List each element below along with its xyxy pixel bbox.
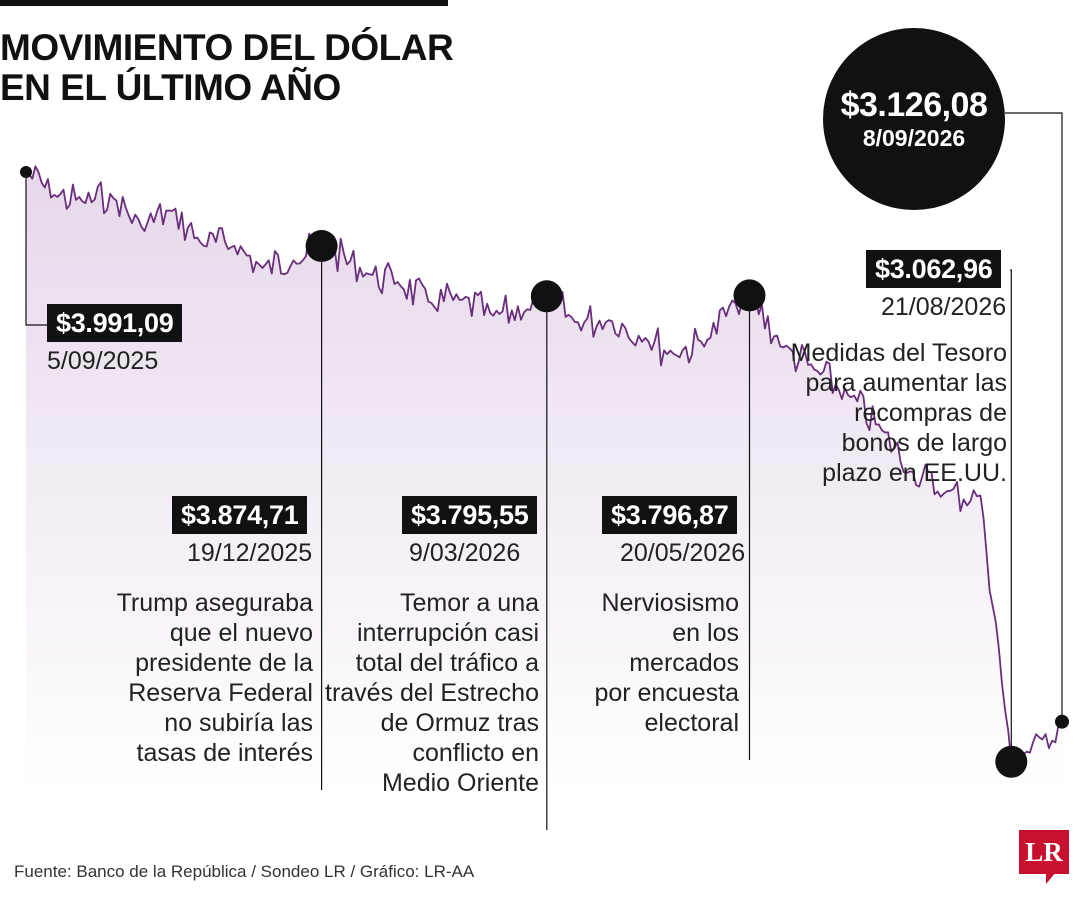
callout-dec-note: Trump aseguraba que el nuevo presidente … [117, 588, 313, 768]
note-line: conflicto en [412, 739, 539, 767]
note-line: Medidas del Tesoro [790, 339, 1007, 367]
latest-date: 8/09/2026 [862, 125, 966, 151]
lr-logo-tail [1046, 872, 1056, 884]
callout-leader-lines [25, 112, 1063, 830]
chart-title: MOVIMIENTO DEL DÓLAR EN EL ÚLTIMO AÑO [0, 27, 454, 108]
note-line: total del tráfico a [355, 649, 539, 677]
latest-value: $3.126,08 [840, 86, 988, 124]
marker-latest [1055, 714, 1069, 729]
latest-value-bubble: $3.126,08 8/09/2026 [823, 28, 1005, 210]
note-line: Nerviosismo [601, 589, 739, 617]
callout-aug-note: Medidas del Tesoro para aumentar las rec… [791, 338, 1007, 488]
note-line: tasas de interés [136, 739, 314, 767]
callout-aug-date: 21/08/2026 [881, 293, 1007, 321]
note-line: por encuesta [594, 679, 739, 707]
callout-dec-value: $3.874,71 [172, 496, 308, 534]
callout-mar-note: Temor a una interrupción casi total del … [325, 588, 539, 798]
note-line: Temor a una [400, 589, 539, 617]
note-line: Trump aseguraba [116, 589, 313, 617]
callout-start-value: $3.991,09 [47, 304, 183, 342]
chart-title-line-1: MOVIMIENTO DEL DÓLAR [0, 27, 454, 68]
callout-mar-date: 9/03/2026 [409, 539, 521, 567]
marker-start [20, 166, 32, 178]
marker-aug [995, 745, 1028, 778]
note-line: que el nuevo [169, 619, 313, 647]
marker-mar [530, 280, 563, 313]
callout-markers [20, 166, 1069, 778]
callout-may-date: 20/05/2026 [620, 539, 746, 567]
note-line: para aumentar las [805, 369, 1007, 397]
note-line: interrupción casi [356, 619, 539, 647]
top-bar [0, 0, 448, 6]
note-line: plazo en EE.UU. [822, 459, 1007, 487]
note-line: Medio Oriente [381, 769, 539, 797]
note-line: través del Estrecho [325, 679, 539, 707]
note-line: bonos de largo [841, 429, 1007, 457]
marker-dec [305, 230, 338, 262]
lr-logo: LR [1019, 830, 1069, 874]
chart-title-line-2: EN EL ÚLTIMO AÑO [0, 67, 341, 108]
note-line: recompras de [854, 399, 1007, 427]
callout-dec-date: 19/12/2025 [187, 539, 313, 567]
callout-mar-value: $3.795,55 [402, 496, 538, 534]
price-area [26, 166, 1062, 791]
source-credit: Fuente: Banco de la República / Sondeo L… [14, 862, 475, 881]
note-line: en los [672, 619, 739, 647]
leader-line-aug [1010, 269, 1012, 762]
note-line: Reserva Federal [128, 679, 313, 707]
callout-aug-value: $3.062,96 [866, 250, 1002, 288]
marker-may [733, 279, 766, 312]
note-line: no subiría las [164, 709, 313, 737]
note-line: de Ormuz tras [380, 709, 539, 737]
note-line: electoral [644, 709, 740, 737]
leader-line-latest [1005, 112, 1063, 722]
callout-may-value: $3.796,87 [602, 496, 738, 534]
note-line: mercados [629, 649, 739, 677]
callout-start-date: 5/09/2025 [47, 347, 159, 375]
leader-line-start [25, 172, 47, 326]
callout-may-note: Nerviosismo en los mercados por encuesta… [594, 588, 739, 738]
note-line: presidente de la [135, 649, 313, 677]
